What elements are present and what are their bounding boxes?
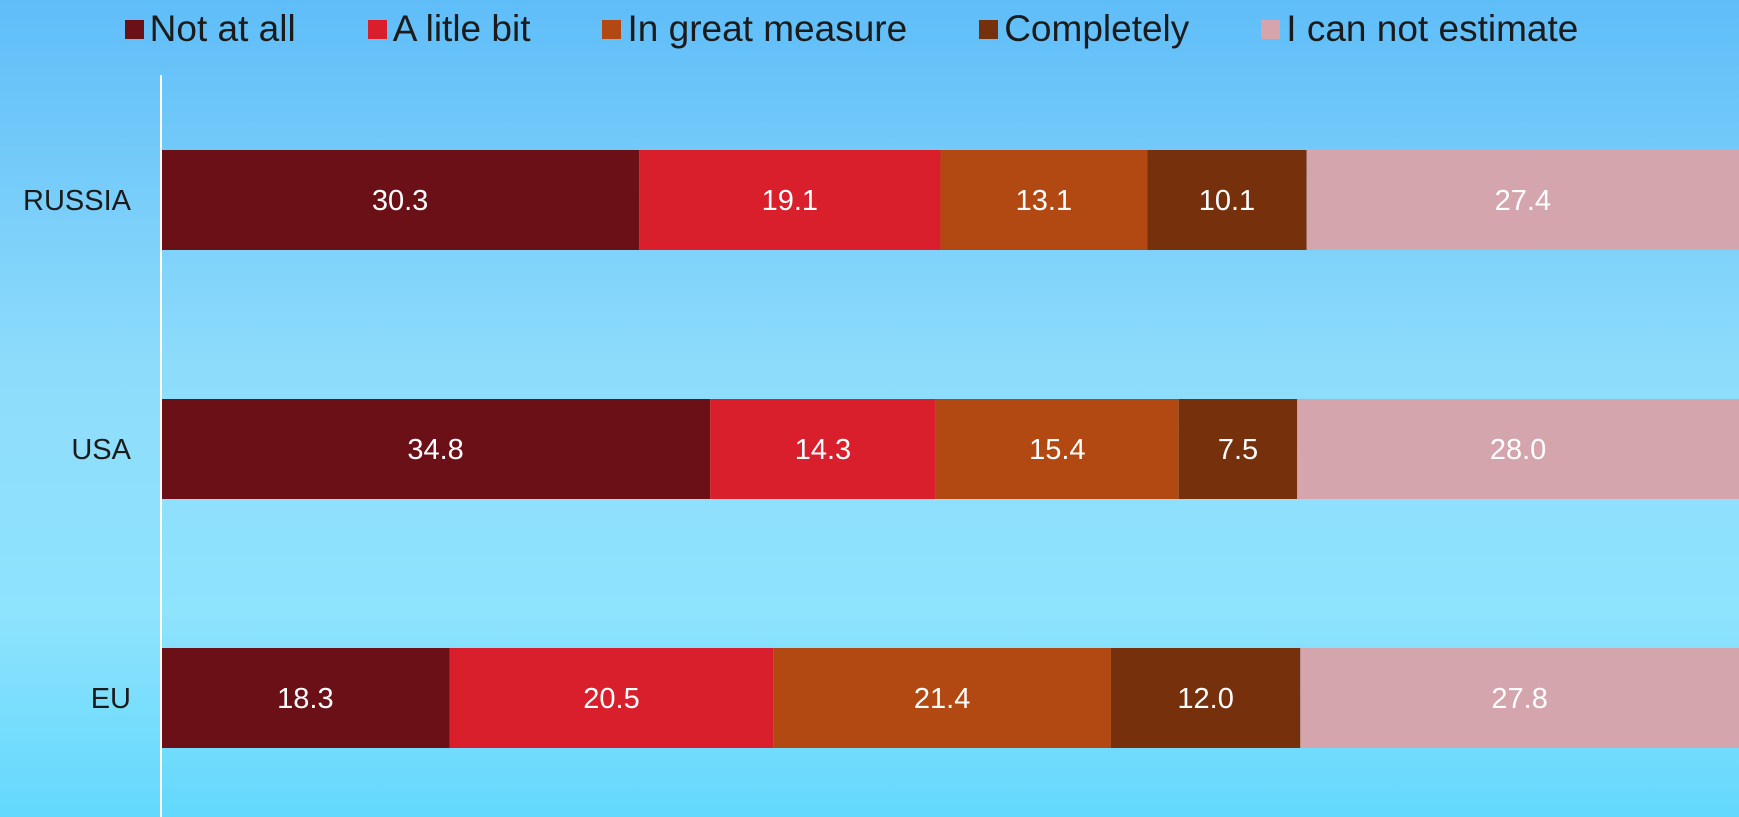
chart-legend: Not at all A litle bit In great measure Com… [0, 4, 1739, 54]
data-label: 21.4 [914, 683, 970, 715]
category-label: RUSSIA [23, 185, 132, 217]
data-label: 30.3 [372, 185, 428, 217]
bar-segment [1147, 150, 1307, 250]
data-label: 27.4 [1495, 185, 1551, 217]
bar-segment [161, 648, 450, 748]
legend-item: I can not estimate [1261, 8, 1578, 50]
legend-item: A litle bit [367, 8, 531, 50]
legend-label: Not at all [149, 8, 296, 49]
bar-segment [1300, 648, 1739, 748]
legend-swatch [367, 19, 387, 39]
bar-segment [1178, 399, 1298, 499]
data-label: 7.5 [1218, 434, 1258, 466]
bar-segment [940, 150, 1148, 250]
data-label: 12.0 [1177, 683, 1233, 715]
bar-segment [935, 399, 1179, 499]
data-label: 14.3 [795, 434, 851, 466]
bar-segment [639, 150, 941, 250]
category-label: EU [91, 683, 131, 715]
data-label: 20.5 [583, 683, 639, 715]
legend-item: In great measure [602, 8, 907, 50]
legend-label: Completely [1004, 8, 1190, 49]
data-label: 15.4 [1029, 434, 1085, 466]
bar-segment [710, 399, 936, 499]
legend-swatch [1261, 19, 1281, 39]
legend-item: Completely [979, 8, 1189, 50]
data-label: 27.8 [1491, 683, 1547, 715]
bar-segment [449, 648, 774, 748]
legend-label: I can not estimate [1286, 8, 1579, 49]
bar-segment [1110, 648, 1301, 748]
data-label: 28.0 [1490, 434, 1546, 466]
legend-label: In great measure [627, 8, 908, 49]
bar-segment [1297, 399, 1739, 499]
category-label: USA [71, 434, 131, 466]
bar-segment [161, 150, 640, 250]
legend-swatch [979, 19, 999, 39]
legend-swatch [602, 19, 622, 39]
data-label: 10.1 [1199, 185, 1255, 217]
data-label: 13.1 [1016, 185, 1072, 217]
data-label: 34.8 [407, 434, 463, 466]
legend-swatch [124, 19, 144, 39]
data-label: 19.1 [762, 185, 818, 217]
legend-label: A litle bit [392, 8, 531, 49]
bar-segment [1306, 150, 1739, 250]
bar-segment [773, 648, 1111, 748]
legend-item: Not at all [124, 8, 296, 50]
data-label: 18.3 [277, 683, 333, 715]
bar-segment [161, 399, 711, 499]
